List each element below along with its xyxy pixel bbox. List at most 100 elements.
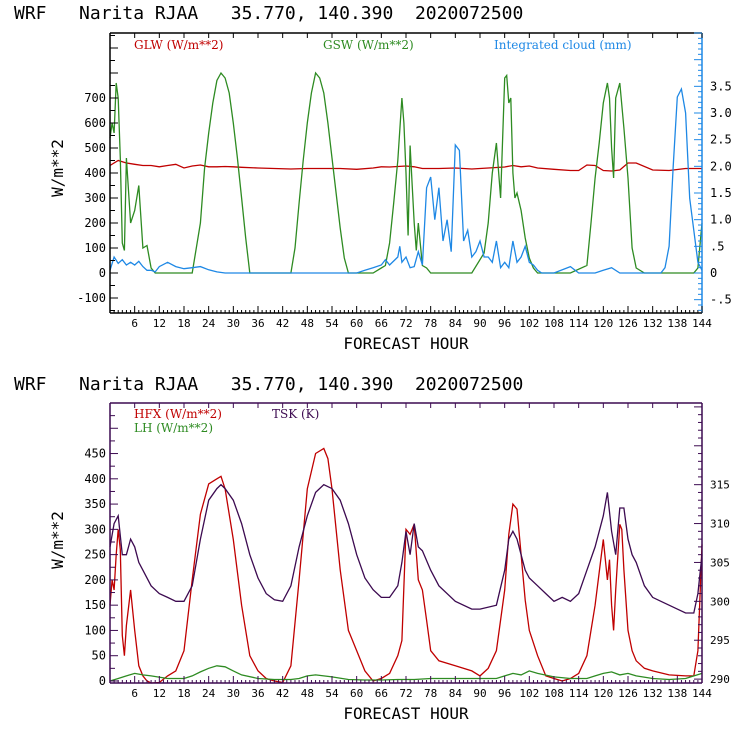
y2-tick-label: .5 — [710, 239, 724, 253]
chart-title: WRF Narita RJAA 35.770, 140.390 20200725… — [14, 3, 523, 24]
y-tick-label: 600 — [84, 116, 106, 130]
x-tick-label: 18 — [177, 317, 190, 330]
x-tick-label: 114 — [569, 687, 589, 700]
x-tick-label: 102 — [519, 317, 539, 330]
y-tick-label: 400 — [84, 472, 106, 486]
panel-heat-flux-tsk: WRF Narita RJAA 35.770, 140.390 20200725… — [14, 374, 730, 723]
series-line-integrated — [109, 86, 703, 274]
legend-cloud: Integrated cloud (mm) — [494, 38, 632, 52]
x-tick-label: 114 — [569, 317, 589, 330]
series-line-hfx — [109, 447, 703, 684]
x-tick-label: 72 — [399, 317, 412, 330]
y-tick-label: 300 — [84, 191, 106, 205]
x-tick-label: 78 — [424, 317, 437, 330]
y-tick-label: 300 — [84, 522, 106, 536]
x-tick-label: 66 — [375, 687, 388, 700]
x-tick-label: 120 — [593, 317, 613, 330]
y-tick-label: 200 — [84, 573, 106, 587]
legend-tsk: TSK (K) — [272, 407, 319, 421]
series-line-glw — [109, 159, 702, 172]
x-axis-label: FORECAST HOUR — [343, 704, 469, 723]
y2-tick-label: 315 — [710, 479, 730, 492]
y-tick-label: 0 — [99, 674, 106, 688]
y2-tick-label: 3.5 — [710, 79, 732, 93]
series-line-tsk — [109, 483, 703, 614]
y-tick-label: 100 — [84, 241, 106, 255]
y-tick-label: 450 — [84, 447, 106, 461]
y2-tick-label: 2.5 — [710, 133, 732, 147]
x-tick-label: 90 — [473, 317, 486, 330]
y2-tick-label: 295 — [710, 634, 730, 647]
y2-tick-label: 290 — [710, 673, 730, 686]
axes-layer: 6 12 18 24 30 36 42 48 54 60 66 72 78 84 90 96 102 108 114… — [84, 402, 730, 700]
x-tick-label: 42 — [276, 687, 289, 700]
y2-tick-label: -.5 — [710, 293, 732, 307]
x-tick-label: 6 — [131, 687, 138, 700]
y2-tick-label: 2.0 — [710, 159, 732, 173]
series-line-gsw — [109, 71, 703, 274]
legend-gsw: GSW (W/m**2) — [323, 38, 414, 52]
x-tick-label: 84 — [449, 687, 463, 700]
x-tick-label: 144 — [692, 687, 712, 700]
x-tick-label: 48 — [301, 687, 314, 700]
y-tick-label: -100 — [77, 291, 106, 305]
x-tick-label: 24 — [202, 317, 216, 330]
y-tick-label: 500 — [84, 141, 106, 155]
x-tick-label: 12 — [153, 687, 166, 700]
y2-tick-label: 310 — [710, 518, 730, 531]
y2-tick-label: 1.5 — [710, 186, 732, 200]
x-tick-label: 30 — [227, 317, 240, 330]
y-axis-label: W/m**2 — [48, 511, 67, 569]
x-tick-label: 138 — [667, 687, 687, 700]
x-tick-label: 108 — [544, 317, 564, 330]
legend-lh: LH (W/m**2) — [134, 421, 213, 435]
x-tick-label: 126 — [618, 687, 638, 700]
x-tick-label: 90 — [473, 687, 486, 700]
y-axis-label: W/m**2 — [48, 139, 67, 197]
x-tick-label: 78 — [424, 687, 437, 700]
x-tick-label: 6 — [131, 317, 138, 330]
x-tick-label: 102 — [519, 687, 539, 700]
y-tick-label: 50 — [92, 649, 106, 663]
y-tick-label: 100 — [84, 623, 106, 637]
y-tick-label: 200 — [84, 216, 106, 230]
x-tick-label: 48 — [301, 317, 314, 330]
x-tick-label: 54 — [325, 317, 339, 330]
x-tick-label: 54 — [325, 687, 339, 700]
x-tick-label: 96 — [498, 687, 511, 700]
y2-tick-label: 0 — [710, 266, 717, 280]
x-tick-label: 36 — [251, 687, 264, 700]
y-tick-label: 0 — [99, 266, 106, 280]
x-tick-label: 12 — [153, 317, 166, 330]
series-layer — [109, 71, 703, 274]
axes-layer: 6 12 18 24 30 36 42 48 54 60 66 72 78 84 90 96 102 108 114… — [77, 32, 732, 330]
chart-title: WRF Narita RJAA 35.770, 140.390 20200725… — [14, 374, 523, 395]
x-tick-label: 84 — [449, 317, 463, 330]
x-tick-label: 18 — [177, 687, 190, 700]
y2-tick-label: 305 — [710, 556, 730, 569]
series-layer — [109, 447, 703, 684]
y-tick-label: 150 — [84, 598, 106, 612]
x-tick-label: 60 — [350, 317, 363, 330]
y-tick-label: 350 — [84, 497, 106, 511]
x-tick-label: 138 — [667, 317, 687, 330]
x-tick-label: 108 — [544, 687, 564, 700]
x-tick-label: 132 — [643, 317, 663, 330]
y2-tick-label: 300 — [710, 595, 730, 608]
x-axis-label: FORECAST HOUR — [343, 334, 469, 353]
x-tick-label: 126 — [618, 317, 638, 330]
x-tick-label: 144 — [692, 317, 712, 330]
y-tick-label: 250 — [84, 548, 106, 562]
y2-tick-label: 1.0 — [710, 213, 732, 227]
x-tick-label: 24 — [202, 687, 216, 700]
x-tick-label: 30 — [227, 687, 240, 700]
legend-glw: GLW (W/m**2) — [134, 38, 223, 52]
y2-tick-label: 3.0 — [710, 106, 732, 120]
x-tick-label: 132 — [643, 687, 663, 700]
x-tick-label: 120 — [593, 687, 613, 700]
legend-hfx: HFX (W/m**2) — [134, 407, 222, 421]
x-tick-label: 72 — [399, 687, 412, 700]
panel-radiation-cloud: WRF Narita RJAA 35.770, 140.390 20200725… — [14, 3, 732, 353]
x-tick-label: 36 — [251, 317, 264, 330]
